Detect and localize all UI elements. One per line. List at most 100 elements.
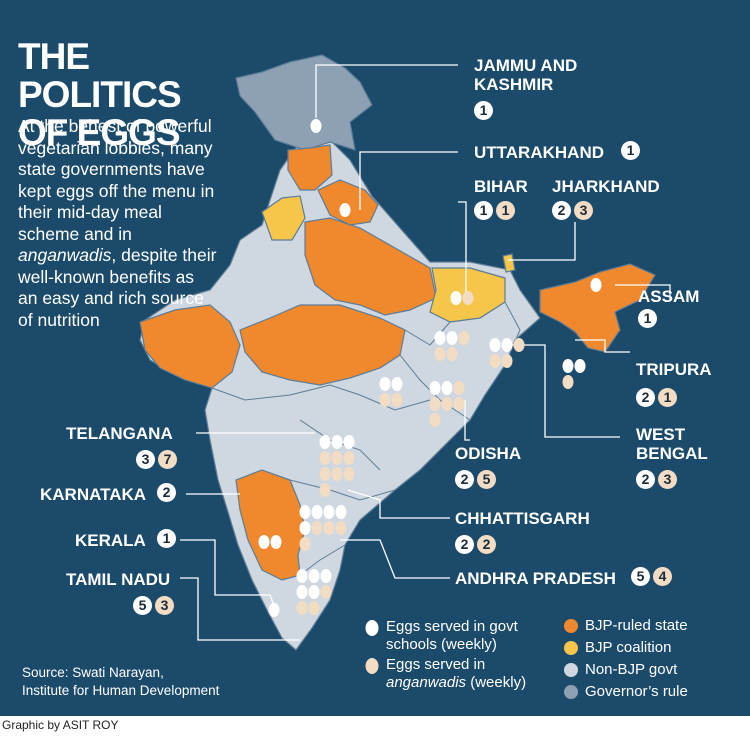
school-eggs-badge: 1 (157, 529, 176, 548)
description-text-end: , despite their well-known benefits as a… (18, 245, 217, 330)
anganwadi-eggs-badge: 3 (658, 470, 677, 489)
egg-school-icon (335, 505, 347, 519)
legend-eggs-anganwadi: Eggs served in anganwadis (weekly) (386, 656, 527, 691)
state-punjab (261, 195, 306, 241)
egg-anganwadi-icon (501, 354, 513, 368)
egg-anganwadi-icon (429, 397, 441, 411)
state-uttar-pradesh (304, 217, 437, 316)
label-assam: ASSAM (638, 287, 700, 306)
egg-school-icon (489, 338, 501, 352)
egg-anganwadi-icon (343, 451, 355, 465)
label-odisha: ODISHA (455, 444, 522, 463)
egg-anganwadi-icon (453, 381, 465, 395)
school-eggs-badge: 5 (133, 596, 152, 615)
graphic-credit: Graphic by ASIT ROY (2, 718, 119, 732)
label-uttarakhand: UTTARAKHAND (474, 143, 604, 162)
school-eggs-badge: 1 (474, 101, 493, 120)
title-line-2: OF EGGS (18, 112, 181, 153)
egg-anganwadi-icon (335, 521, 347, 535)
egg-school-icon (339, 203, 351, 217)
school-eggs-badge: 3 (136, 450, 155, 469)
egg-anganwadi-icon (319, 467, 331, 481)
egg-school-icon (319, 435, 331, 449)
legend-egg-anganwadi-icon (365, 658, 379, 674)
egg-school-icon (590, 278, 602, 292)
state-gujarat (139, 304, 241, 389)
state-borders (211, 301, 521, 576)
school-eggs-badge: 1 (621, 141, 640, 160)
legend-governors-rule: Governor’s rule (585, 683, 688, 700)
legend-egg-school-icon (365, 620, 379, 636)
egg-school-icon (311, 505, 323, 519)
legend-non-bjp: Non-BJP govt (585, 661, 678, 678)
egg-school-icon (446, 331, 458, 345)
description-text: At the behest of powerful vegetarian lob… (18, 116, 215, 244)
anganwadi-eggs-badge: 3 (574, 201, 593, 220)
legend-swatch-bjp-coalition (564, 641, 578, 655)
egg-anganwadi-icon (513, 338, 525, 352)
description-italic: anganwadis (18, 245, 112, 265)
school-eggs-badge: 2 (636, 470, 655, 489)
school-eggs-badge: 1 (474, 201, 493, 220)
india-map (139, 54, 671, 699)
egg-anganwadi-icon (429, 413, 441, 427)
egg-anganwadi-icon (299, 537, 311, 551)
label-telangana: TELANGANA (66, 424, 173, 443)
egg-school-icon (379, 377, 391, 391)
egg-anganwadi-icon (319, 483, 331, 497)
egg-school-icon (296, 585, 308, 599)
anganwadi-eggs-badge: 4 (653, 567, 672, 586)
nums-assam: 1 (638, 309, 657, 328)
state-uttarakhand (317, 179, 379, 226)
state-jammu-kashmir (235, 54, 373, 151)
label-jharkhand: JHARKHAND (552, 177, 660, 196)
egg-school-icon (441, 381, 453, 395)
egg-anganwadi-icon (296, 601, 308, 615)
egg-school-icon (270, 535, 282, 549)
school-eggs-badge: 2 (455, 535, 474, 554)
legend-swatch-non-bjp (564, 663, 578, 677)
nums-jammu-kashmir: 1 (474, 101, 493, 120)
egg-anganwadi-icon (308, 601, 320, 615)
egg-anganwadi-icon (320, 585, 332, 599)
state-karnataka (235, 469, 306, 581)
state-himachal (287, 144, 333, 191)
label-tripura: TRIPURA (636, 360, 712, 379)
label-jammu-kashmir: JAMMU AND KASHMIR (474, 56, 578, 94)
egg-anganwadi-icon (323, 521, 335, 535)
egg-school-icon (450, 291, 462, 305)
legend-swatches (365, 619, 578, 699)
label-west-bengal: WEST BENGAL (636, 425, 708, 463)
anganwadi-eggs-badge: 1 (496, 201, 515, 220)
legend-bjp-ruled: BJP-ruled state (585, 617, 688, 634)
anganwadi-eggs-badge: 3 (155, 596, 174, 615)
school-eggs-badge: 5 (631, 567, 650, 586)
egg-school-icon (391, 377, 403, 391)
egg-school-icon (310, 119, 322, 133)
state-sikkim (502, 253, 516, 273)
infographic-board: THE POLITICS OF EGGS At the behest of po… (0, 0, 750, 716)
egg-anganwadi-icon (446, 347, 458, 361)
nums-karnataka: 2 (157, 483, 176, 502)
egg-anganwadi-icon (331, 467, 343, 481)
egg-school-icon (434, 331, 446, 345)
egg-anganwadi-icon (458, 331, 470, 345)
school-eggs-badge: 2 (636, 388, 655, 407)
label-andhra-pradesh: ANDHRA PRADESH (455, 569, 616, 588)
state-madhya-pradesh (239, 304, 406, 386)
legend-bjp-coalition: BJP coalition (585, 639, 672, 656)
egg-anganwadi-icon (343, 467, 355, 481)
egg-anganwadi-icon (453, 397, 465, 411)
egg-anganwadi-icon (489, 354, 501, 368)
egg-school-icon (308, 585, 320, 599)
egg-anganwadi-icon (441, 397, 453, 411)
egg-school-icon (562, 359, 574, 373)
egg-anganwadi-icon (319, 451, 331, 465)
leader-lines (180, 64, 671, 641)
egg-school-icon (308, 569, 320, 583)
